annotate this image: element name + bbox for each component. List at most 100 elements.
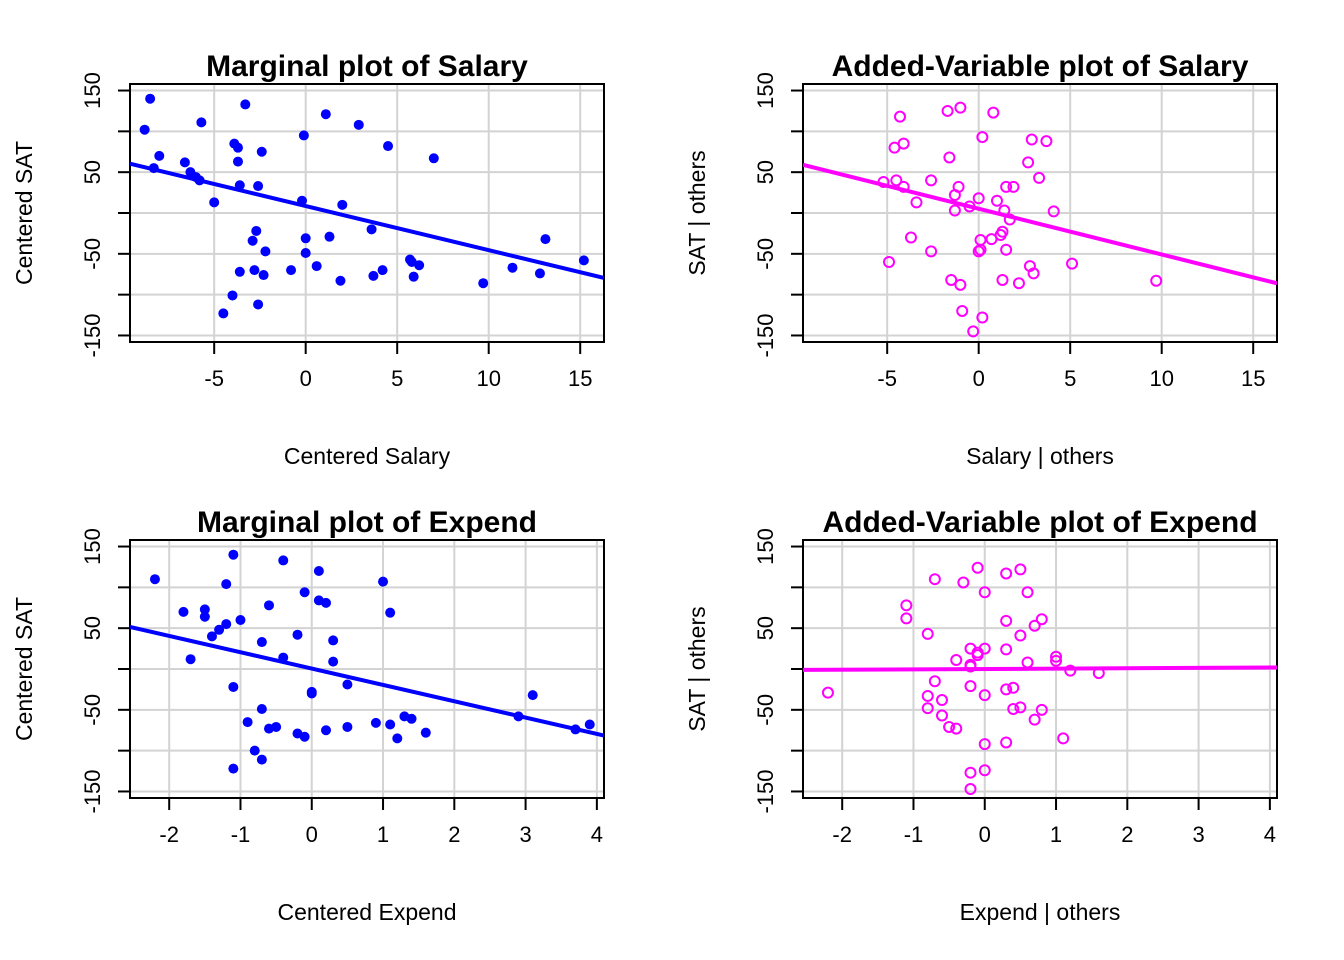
data-point	[540, 234, 551, 245]
data-point	[228, 763, 239, 774]
x-tick-label: 0	[979, 822, 991, 847]
x-tick-label: 4	[1264, 822, 1276, 847]
x-tick-label: 2	[1121, 822, 1133, 847]
data-point	[1050, 654, 1063, 667]
x-tick-label: 5	[391, 366, 403, 391]
data-point	[258, 270, 269, 281]
data-point	[256, 704, 267, 715]
data-point	[967, 325, 980, 338]
data-point	[342, 721, 353, 732]
data-point	[1027, 267, 1040, 280]
data-point	[286, 265, 297, 276]
data-point	[240, 99, 251, 110]
y-axis-label: Centered SAT	[11, 141, 37, 285]
data-point	[1021, 656, 1034, 669]
x-tick-label: -1	[231, 822, 251, 847]
y-tick-label: -150	[753, 769, 778, 813]
data-point	[1000, 180, 1013, 193]
data-point	[900, 599, 913, 612]
data-point	[232, 142, 243, 153]
data-point	[247, 235, 258, 246]
data-point	[199, 611, 210, 622]
data-point	[366, 224, 377, 235]
data-point	[263, 600, 274, 611]
data-point	[328, 635, 339, 646]
data-point	[978, 689, 991, 702]
data-point	[185, 654, 196, 665]
data-point	[978, 764, 991, 777]
data-point	[513, 711, 524, 722]
data-point	[378, 576, 389, 587]
y-tick-label: 50	[80, 616, 105, 640]
data-point	[935, 709, 948, 722]
data-point	[996, 273, 1009, 286]
y-tick-label: 50	[80, 160, 105, 184]
data-point	[300, 233, 311, 244]
data-point	[570, 724, 581, 735]
data-point	[1007, 681, 1020, 694]
data-point	[353, 119, 364, 130]
data-point	[972, 192, 985, 205]
data-point	[578, 255, 589, 266]
data-point	[1033, 171, 1046, 184]
data-point	[893, 110, 906, 123]
data-point	[877, 175, 890, 188]
data-point	[256, 637, 267, 648]
data-point	[964, 766, 977, 779]
chart-title: Added-Variable plot of Salary	[832, 50, 1249, 83]
data-point	[297, 195, 308, 206]
chart-title: Added-Variable plot of Expend	[822, 506, 1257, 539]
data-point	[971, 649, 984, 662]
data-point	[321, 725, 332, 736]
data-point	[1012, 277, 1025, 290]
data-point	[1040, 135, 1053, 148]
data-point	[950, 722, 963, 735]
data-point	[383, 141, 394, 152]
data-point	[948, 204, 961, 217]
data-point	[253, 299, 264, 310]
x-axis-label: Salary | others	[966, 443, 1114, 469]
y-tick-label: -150	[80, 313, 105, 357]
data-point	[478, 278, 489, 289]
data-point	[1014, 563, 1027, 576]
y-tick-label: 150	[753, 72, 778, 109]
data-point	[964, 783, 977, 796]
data-point	[1000, 567, 1013, 580]
data-point	[925, 245, 938, 258]
data-point	[978, 642, 991, 655]
data-point	[945, 273, 958, 286]
x-tick-label: 15	[1241, 366, 1265, 391]
data-point	[954, 278, 967, 291]
data-point	[1035, 613, 1048, 626]
data-point	[1066, 257, 1079, 270]
data-point	[385, 719, 396, 730]
data-point	[943, 720, 956, 733]
data-point	[921, 689, 934, 702]
data-point	[218, 308, 229, 319]
data-point	[1000, 643, 1013, 656]
x-tick-label: -5	[877, 366, 897, 391]
data-point	[821, 686, 834, 699]
data-point	[260, 246, 271, 257]
data-point	[904, 231, 917, 244]
y-tick-label: -50	[80, 694, 105, 726]
data-point	[221, 579, 232, 590]
data-point	[990, 194, 1003, 207]
data-point	[952, 180, 965, 193]
data-point	[342, 679, 353, 690]
data-point	[534, 268, 545, 279]
data-point	[414, 260, 425, 271]
x-tick-label: 10	[476, 366, 500, 391]
data-point	[974, 233, 987, 246]
x-tick-label: 4	[591, 822, 603, 847]
data-point	[1092, 667, 1105, 680]
data-point	[271, 721, 282, 732]
data-point	[179, 157, 190, 168]
data-point	[584, 719, 595, 730]
data-point	[228, 681, 239, 692]
data-point	[227, 290, 238, 301]
data-point	[313, 566, 324, 577]
data-point	[311, 261, 322, 272]
data-point	[206, 631, 217, 642]
